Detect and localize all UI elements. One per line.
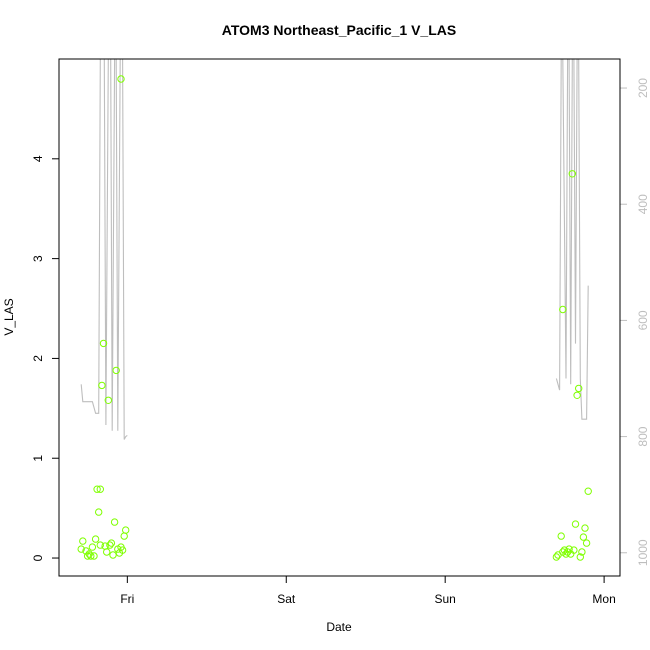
data-point bbox=[122, 526, 130, 534]
data-point bbox=[571, 520, 580, 528]
data-point bbox=[565, 545, 573, 553]
depth-line-layer bbox=[80, 58, 589, 440]
y-tick-label: 1 bbox=[31, 455, 45, 462]
data-point bbox=[584, 487, 592, 495]
data-point bbox=[85, 550, 93, 558]
data-point bbox=[573, 391, 581, 399]
data-point bbox=[96, 541, 105, 549]
depth-line-segment bbox=[80, 58, 128, 440]
data-point bbox=[575, 384, 583, 393]
data-point bbox=[95, 508, 103, 516]
data-point bbox=[79, 537, 87, 545]
y2-tick-label: 1000 bbox=[636, 539, 650, 566]
data-point bbox=[557, 532, 565, 540]
data-point bbox=[581, 524, 589, 532]
y-tick-label: 0 bbox=[31, 554, 45, 561]
data-point bbox=[112, 366, 120, 375]
data-point bbox=[87, 552, 95, 560]
x-tick-label: Mon bbox=[592, 592, 615, 606]
data-point bbox=[104, 396, 113, 404]
plot-frame bbox=[58, 58, 621, 577]
x-tick-label: Sat bbox=[277, 592, 296, 606]
data-point bbox=[109, 551, 117, 559]
y-tick-label: 3 bbox=[31, 255, 45, 262]
data-point bbox=[118, 546, 127, 554]
data-point bbox=[582, 539, 591, 547]
data-point bbox=[98, 381, 106, 390]
y-tick-label: 2 bbox=[31, 355, 45, 362]
y2-tick-label: 400 bbox=[636, 194, 650, 214]
y-axis-label: V_LAS bbox=[2, 298, 16, 335]
data-point bbox=[568, 170, 576, 178]
data-point bbox=[103, 548, 111, 556]
data-point bbox=[559, 305, 567, 314]
data-point bbox=[90, 552, 98, 560]
data-point bbox=[570, 546, 578, 554]
data-point bbox=[576, 553, 584, 561]
data-point bbox=[579, 533, 588, 541]
y-tick-label: 4 bbox=[31, 155, 45, 162]
data-point bbox=[554, 551, 562, 559]
chart-title: ATOM3 Northeast_Pacific_1 V_LAS bbox=[222, 22, 456, 38]
x-axis-label: Date bbox=[326, 620, 352, 634]
data-point bbox=[110, 518, 119, 526]
data-point bbox=[107, 539, 116, 547]
data-point bbox=[578, 548, 586, 556]
x-tick-label: Fri bbox=[120, 592, 134, 606]
data-point bbox=[88, 543, 97, 551]
data-point bbox=[77, 545, 85, 553]
depth-line-segment bbox=[555, 58, 589, 420]
y2-tick-label: 200 bbox=[636, 78, 650, 98]
data-point bbox=[93, 485, 101, 493]
data-point bbox=[552, 553, 561, 561]
data-point bbox=[117, 75, 125, 83]
points-layer bbox=[77, 75, 592, 561]
x-tick-label: Sun bbox=[435, 592, 456, 606]
data-point bbox=[96, 485, 105, 493]
y2-tick-label: 800 bbox=[636, 426, 650, 446]
data-point bbox=[106, 541, 114, 549]
data-point bbox=[120, 532, 128, 540]
data-point bbox=[91, 535, 100, 543]
data-point bbox=[99, 339, 108, 348]
y2-tick-label: 600 bbox=[636, 310, 650, 330]
